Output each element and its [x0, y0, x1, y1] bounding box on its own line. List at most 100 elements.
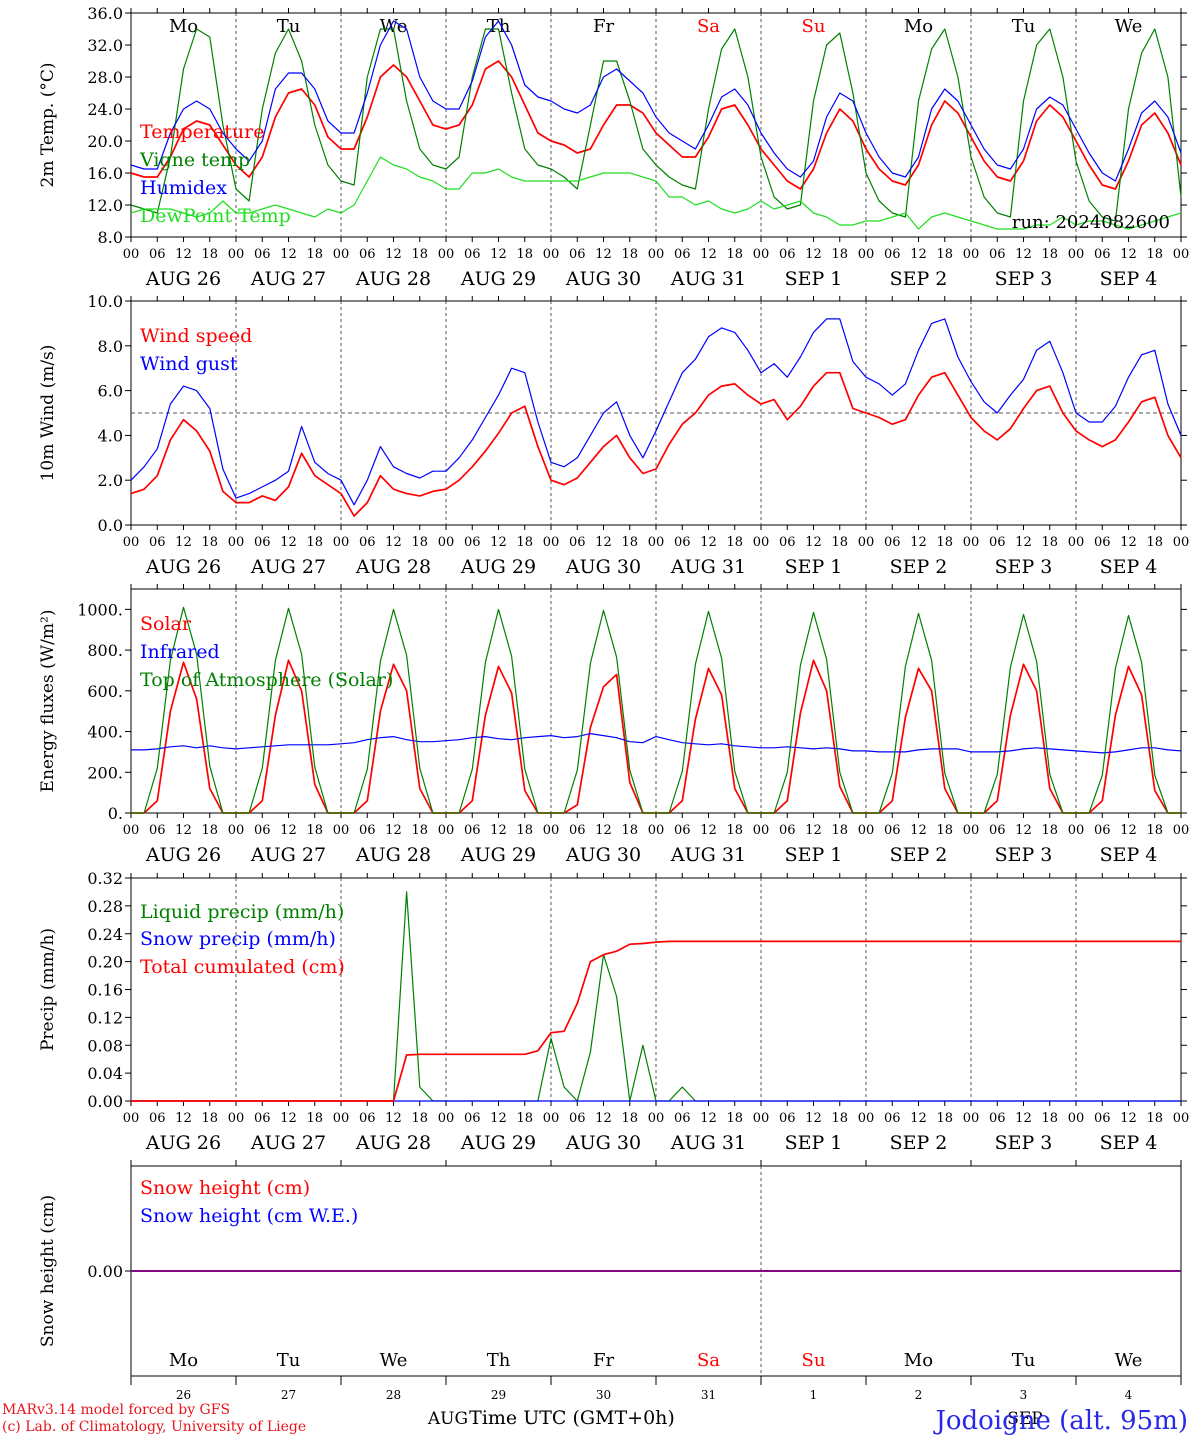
weekday-label: Tu — [277, 1350, 301, 1371]
hour-tick-label: 12 — [385, 823, 402, 838]
date-label: AUG 28 — [355, 844, 431, 866]
series-line-liquid-precip-mm-h- — [131, 891, 1181, 1102]
hour-tick-label: 00 — [438, 535, 455, 550]
hour-tick-label: 12 — [490, 823, 507, 838]
hour-tick-label: 00 — [1068, 247, 1085, 262]
hour-tick-label: 00 — [543, 823, 560, 838]
time-axis-label: Time UTC (GMT+0h) — [469, 1407, 675, 1429]
hour-tick-label: 12 — [280, 535, 297, 550]
y-tick-label: 32.0 — [87, 36, 123, 55]
y-tick-label: 24.0 — [87, 100, 123, 119]
hour-tick-label: 06 — [674, 535, 691, 550]
hour-tick-label: 06 — [569, 247, 586, 262]
day-number-label: 30 — [596, 1388, 611, 1402]
hour-tick-label: 12 — [910, 247, 927, 262]
date-label: SEP 4 — [1100, 268, 1158, 290]
hour-tick-label: 06 — [884, 247, 901, 262]
day-number-label: 3 — [1020, 1388, 1028, 1402]
lab-credit: (c) Lab. of Climatology, University of L… — [2, 1419, 307, 1435]
hour-tick-label: 12 — [805, 535, 822, 550]
y-tick-label: 200. — [87, 763, 123, 782]
hour-tick-label: 18 — [411, 247, 428, 262]
hour-tick-label: 06 — [254, 535, 271, 550]
day-number-label: 4 — [1125, 1388, 1133, 1402]
weekday-label: Su — [802, 16, 826, 37]
hour-tick-label: 00 — [753, 247, 770, 262]
hour-tick-label: 00 — [858, 247, 875, 262]
legend-label: Snow precip (mm/h) — [140, 928, 336, 950]
hour-tick-label: 12 — [700, 535, 717, 550]
hour-tick-label: 12 — [1015, 823, 1032, 838]
hour-tick-label: 00 — [648, 247, 665, 262]
hour-tick-label: 18 — [306, 1111, 323, 1126]
hour-tick-label: 06 — [359, 1111, 376, 1126]
hour-tick-label: 06 — [674, 823, 691, 838]
hour-tick-label: 00 — [963, 823, 980, 838]
hour-tick-label: 12 — [595, 247, 612, 262]
y-tick-label: 0.16 — [87, 981, 123, 1000]
hour-tick-label: 12 — [490, 1111, 507, 1126]
hour-tick-label: 18 — [831, 823, 848, 838]
hour-tick-label: 18 — [1041, 535, 1058, 550]
y-tick-label: 0.00 — [87, 1262, 123, 1281]
hour-tick-label: 12 — [805, 823, 822, 838]
hour-tick-label: 18 — [936, 535, 953, 550]
hour-tick-label: 00 — [1173, 247, 1190, 262]
hour-tick-label: 06 — [254, 823, 271, 838]
day-number-label: 29 — [491, 1388, 506, 1402]
hour-tick-label: 00 — [333, 823, 350, 838]
hour-tick-label: 12 — [175, 535, 192, 550]
hour-tick-label: 18 — [516, 535, 533, 550]
series-line-wind-gust — [130, 318, 1182, 506]
day-number-label: 27 — [281, 1388, 296, 1402]
weekday-label: Mo — [904, 1350, 933, 1371]
hour-tick-label: 18 — [201, 1111, 218, 1126]
legend-label: Vigne temp — [139, 149, 250, 171]
legend-label: Wind speed — [140, 325, 252, 347]
hour-tick-label: 12 — [385, 535, 402, 550]
date-label: SEP 2 — [890, 1132, 948, 1154]
legend-label: Snow height (cm) — [140, 1177, 310, 1199]
hour-tick-label: 00 — [228, 247, 245, 262]
hour-tick-label: 00 — [1068, 1111, 1085, 1126]
date-label: AUG 26 — [145, 268, 221, 290]
date-label: AUG 28 — [355, 1132, 431, 1154]
date-label: AUG 30 — [565, 1132, 641, 1154]
y-tick-label: 0.28 — [87, 897, 123, 916]
day-number-label: 28 — [386, 1388, 401, 1402]
hour-tick-label: 00 — [228, 535, 245, 550]
hour-tick-label: 06 — [359, 535, 376, 550]
date-label: AUG 27 — [250, 1132, 326, 1154]
hour-tick-label: 18 — [201, 247, 218, 262]
series-line-vigne-temp — [130, 28, 1182, 222]
hour-tick-label: 00 — [123, 1111, 140, 1126]
weekday-label: Mo — [169, 16, 198, 37]
y-tick-label: 0.04 — [87, 1064, 123, 1083]
hour-tick-label: 00 — [1068, 535, 1085, 550]
y-tick-label: 16.0 — [87, 164, 123, 183]
hour-tick-label: 12 — [595, 823, 612, 838]
y-tick-label: 0.20 — [87, 953, 123, 972]
hour-tick-label: 00 — [1173, 823, 1190, 838]
hour-tick-label: 06 — [1094, 823, 1111, 838]
y-tick-label: 4.0 — [98, 426, 123, 445]
weekday-label: We — [1115, 1350, 1143, 1371]
hour-tick-label: 12 — [1120, 535, 1137, 550]
legend-label: Humidex — [140, 177, 227, 199]
hour-tick-label: 06 — [254, 1111, 271, 1126]
y-tick-label: 36.0 — [87, 4, 123, 23]
hour-tick-label: 12 — [1120, 823, 1137, 838]
date-label: AUG 31 — [670, 268, 746, 290]
weekday-label: Th — [487, 16, 511, 37]
hour-tick-label: 00 — [123, 823, 140, 838]
hour-tick-label: 18 — [1146, 823, 1163, 838]
hour-tick-label: 18 — [831, 1111, 848, 1126]
hour-tick-label: 06 — [884, 1111, 901, 1126]
hour-tick-label: 00 — [858, 535, 875, 550]
date-label: AUG 29 — [460, 556, 536, 578]
hour-tick-label: 00 — [543, 535, 560, 550]
hour-tick-label: 00 — [963, 1111, 980, 1126]
hour-tick-label: 00 — [1173, 1111, 1190, 1126]
weekday-label: Tu — [1012, 1350, 1036, 1371]
hour-tick-label: 00 — [753, 535, 770, 550]
